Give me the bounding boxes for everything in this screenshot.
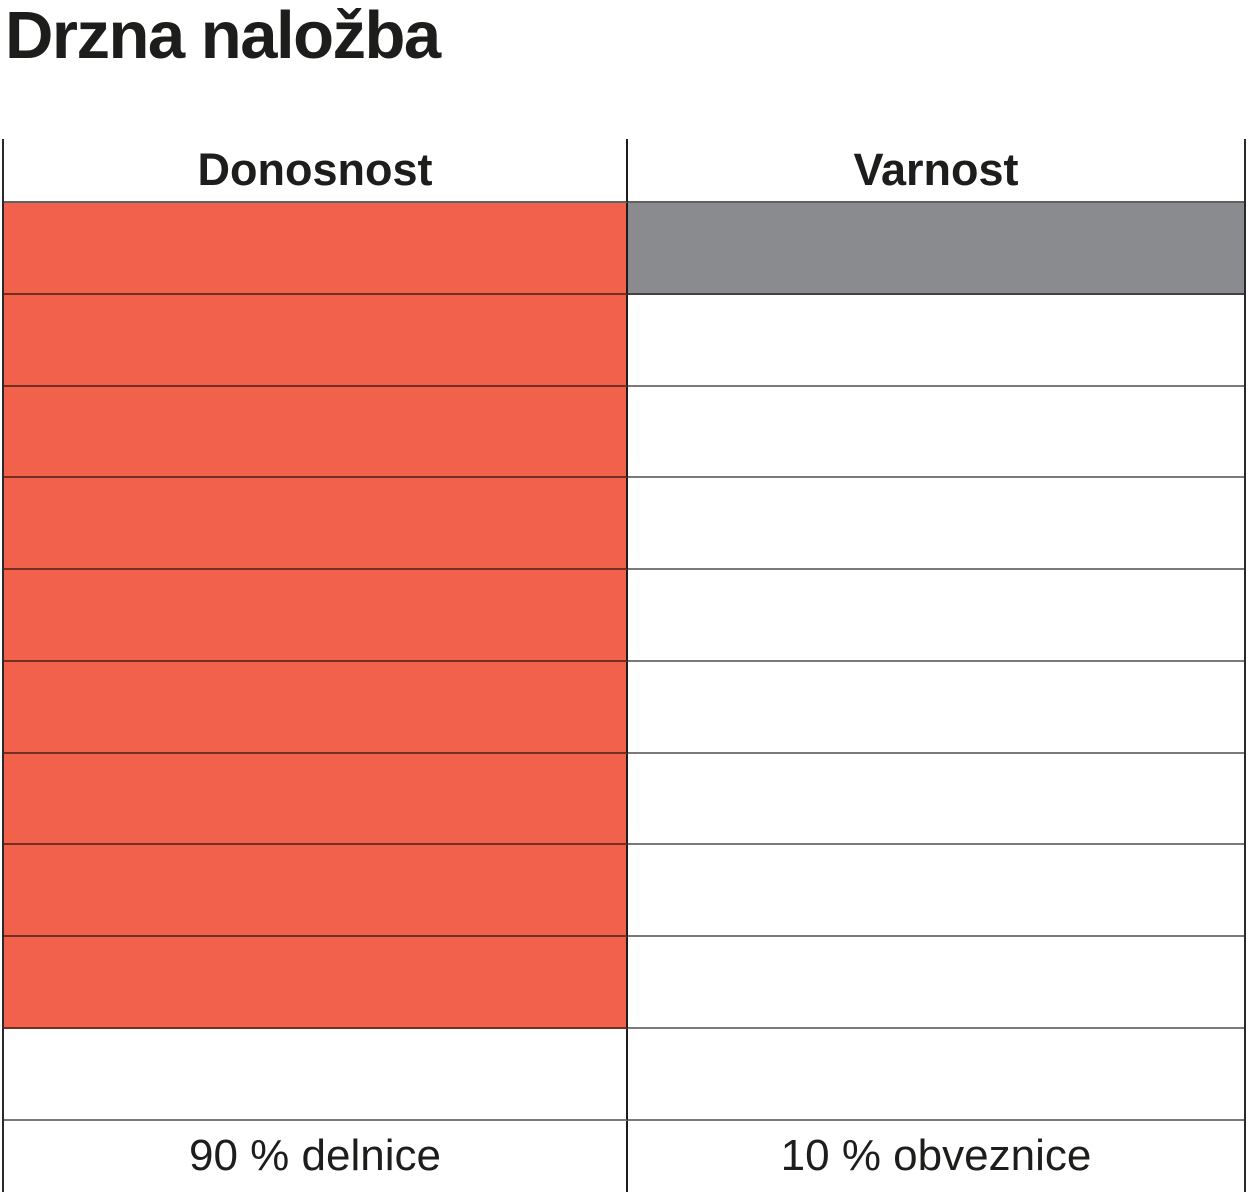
filled-rating-cell-donosnost-1 bbox=[4, 203, 628, 295]
filled-rating-cell-donosnost-9 bbox=[4, 937, 628, 1029]
page-title: Drzna naložba bbox=[5, 0, 441, 73]
filled-rating-cell-varnost-1 bbox=[628, 203, 1244, 295]
filled-rating-cell-donosnost-2 bbox=[4, 294, 628, 387]
empty-rating-cell-donosnost-10 bbox=[4, 1028, 628, 1121]
empty-rating-cell-varnost-7 bbox=[628, 753, 1244, 846]
empty-rating-cell-varnost-3 bbox=[628, 386, 1244, 479]
column-footer-varnost: 10 % obveznice bbox=[628, 1120, 1244, 1192]
filled-rating-cell-donosnost-4 bbox=[4, 478, 628, 570]
column-footer-donosnost: 90 % delnice bbox=[4, 1120, 628, 1192]
empty-rating-cell-varnost-6 bbox=[628, 661, 1244, 754]
empty-rating-cell-varnost-4 bbox=[628, 478, 1244, 570]
empty-rating-cell-varnost-5 bbox=[628, 570, 1244, 662]
filled-rating-cell-donosnost-6 bbox=[4, 661, 628, 754]
empty-rating-cell-varnost-2 bbox=[628, 294, 1244, 387]
rating-table: Donosnost Varnost 90 % delnice 10 % obvezni… bbox=[2, 139, 1246, 1192]
filled-rating-cell-donosnost-8 bbox=[4, 845, 628, 937]
filled-rating-cell-donosnost-7 bbox=[4, 753, 628, 846]
column-header-donosnost: Donosnost bbox=[4, 139, 628, 203]
filled-rating-cell-donosnost-5 bbox=[4, 570, 628, 662]
empty-rating-cell-varnost-8 bbox=[628, 845, 1244, 937]
empty-rating-cell-varnost-9 bbox=[628, 937, 1244, 1029]
column-header-varnost: Varnost bbox=[628, 139, 1244, 203]
empty-rating-cell-varnost-10 bbox=[628, 1028, 1244, 1121]
filled-rating-cell-donosnost-3 bbox=[4, 386, 628, 479]
